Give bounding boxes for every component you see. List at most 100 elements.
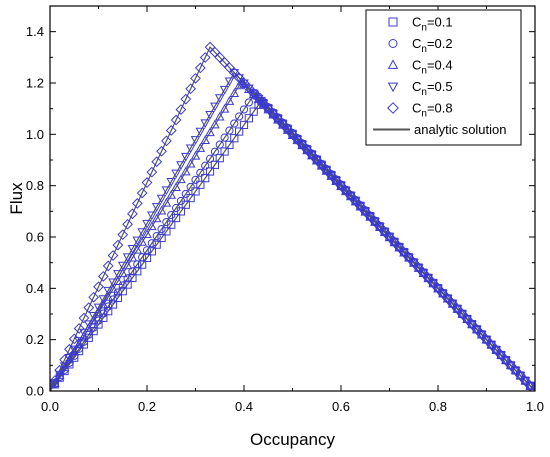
circle-marker — [167, 210, 176, 220]
circle-marker — [225, 126, 234, 135]
square-marker — [142, 253, 152, 263]
square-marker — [244, 114, 253, 123]
tri-down-marker — [205, 111, 215, 120]
circle-marker — [215, 140, 224, 149]
triangle-marker — [219, 103, 230, 113]
diamond-marker — [93, 281, 104, 293]
circle-marker — [230, 119, 239, 128]
tri-down-marker — [93, 303, 104, 313]
tri-down-marker — [151, 203, 162, 212]
y-tick-label: 0.4 — [26, 281, 44, 296]
y-tick-label: 0.2 — [26, 332, 44, 347]
circle-marker — [210, 147, 219, 156]
square-marker — [249, 107, 258, 116]
triangle-marker — [103, 291, 114, 301]
square-marker — [210, 160, 220, 169]
diamond-marker — [122, 218, 133, 230]
diamond-marker — [97, 270, 109, 282]
square-marker — [201, 174, 210, 183]
square-marker — [186, 193, 195, 203]
diamond-marker — [83, 302, 95, 314]
diamond-marker — [151, 156, 163, 168]
tri-down-marker — [418, 269, 429, 279]
diamond-marker — [136, 187, 148, 199]
tri-down-marker — [69, 345, 80, 355]
tri-down-marker — [413, 264, 424, 273]
diamond-marker — [161, 135, 172, 147]
triangle-marker — [132, 244, 143, 254]
tri-down-marker — [282, 125, 293, 135]
legend-box — [365, 9, 522, 146]
tri-down-marker — [423, 274, 434, 284]
tri-down-marker — [239, 79, 249, 89]
diamond-marker — [131, 198, 143, 209]
triangle-marker — [137, 237, 147, 246]
triangle-marker — [127, 252, 138, 262]
square-marker — [157, 233, 166, 243]
tri-down-marker — [457, 310, 468, 320]
tri-down-marker — [399, 248, 409, 258]
square-marker — [113, 293, 123, 302]
triangle-marker — [214, 111, 225, 121]
tri-down-marker — [355, 202, 366, 212]
tri-down-marker — [345, 192, 356, 202]
tri-down-marker — [166, 178, 177, 187]
tri-down-marker — [379, 228, 390, 238]
tri-down-marker — [471, 325, 482, 335]
triangle-marker — [210, 119, 220, 129]
x-tick-label: 0.6 — [332, 399, 350, 414]
legend: Cn=0.1 Cn=0.2 Cn=0.4 Cn=0.5 Cn=0.8 analytic s… — [365, 9, 522, 146]
triangle-marker — [190, 150, 201, 160]
tri-down-marker — [142, 219, 152, 229]
tri-down-marker — [180, 152, 191, 162]
tri-down-marker — [442, 295, 453, 304]
triangle-marker — [64, 354, 75, 364]
tri-down-marker — [200, 119, 211, 129]
tri-down-marker — [462, 315, 472, 325]
triangle-marker — [161, 197, 172, 207]
series-diamond — [49, 41, 536, 392]
tri-down-marker — [307, 151, 317, 161]
tri-down-marker — [316, 161, 327, 171]
tri-down-marker — [248, 89, 259, 99]
square-marker — [225, 140, 234, 149]
tri-down-marker — [408, 259, 419, 268]
circle-marker — [142, 246, 152, 255]
tri-down-marker — [287, 130, 298, 140]
circle-marker — [191, 175, 200, 184]
circle-marker — [176, 196, 186, 206]
tri-down-marker — [244, 84, 254, 94]
triangle-marker — [224, 96, 235, 105]
tri-down-marker — [176, 161, 186, 171]
tri-down-marker — [54, 370, 65, 380]
y-tick-label: 0.6 — [26, 230, 44, 245]
tri-down-marker — [365, 212, 375, 222]
diamond-marker — [88, 291, 100, 303]
tri-down-marker — [491, 346, 502, 356]
tri-down-marker — [210, 102, 220, 112]
tri-down-marker — [326, 171, 337, 181]
diamond-marker — [64, 343, 75, 355]
tri-down-marker — [438, 289, 448, 299]
axis-ticks: 0.0 0.2 0.4 0.6 0.8 1.0 0.0 0.2 0.4 0.6 0.8 1.0 1.2 1… — [26, 5, 544, 414]
square-marker — [215, 154, 224, 163]
tri-down-marker — [387, 82, 399, 93]
circle-marker — [196, 168, 205, 177]
x-tick-label: 0.8 — [429, 399, 447, 414]
tri-down-marker — [501, 356, 511, 366]
circle-marker — [205, 154, 215, 163]
tri-down-marker — [103, 286, 114, 296]
diamond-marker — [127, 208, 138, 220]
circle-marker — [388, 39, 398, 48]
triangle-marker — [185, 158, 196, 168]
square-marker — [84, 333, 93, 342]
tri-down-marker — [311, 156, 322, 166]
legend-entry-label: Cn=0.1 — [412, 15, 453, 34]
circle-marker — [123, 274, 132, 283]
triangle-marker — [180, 166, 191, 176]
circle-marker — [147, 239, 156, 248]
triangle-marker — [166, 190, 177, 199]
tri-down-marker — [83, 320, 94, 330]
tri-down-marker — [370, 218, 380, 227]
